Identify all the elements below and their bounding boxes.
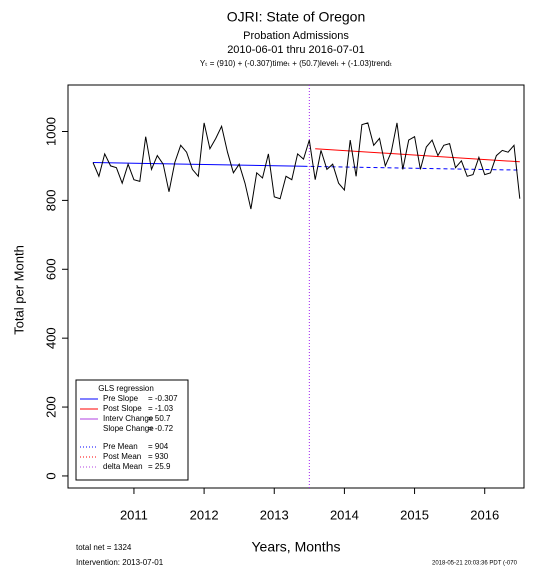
equation: Yₜ = (910) + (-0.307)timeₜ + (50.7)level…: [200, 59, 392, 68]
legend-label: Pre Slope: [103, 394, 139, 403]
y-tick-label: 1000: [43, 117, 58, 146]
date-range: 2010-06-01 thru 2016-07-01: [227, 44, 365, 56]
y-tick-label: 0: [43, 472, 58, 479]
fit-line: [303, 165, 520, 171]
data-line: [92, 122, 521, 210]
x-tick-label: 2011: [120, 507, 148, 522]
legend-label: Post Slope: [103, 404, 142, 413]
legend-label: Interv Change: [103, 414, 154, 423]
legend-value: = 25.9: [148, 462, 171, 471]
x-tick-label: 2013: [260, 507, 289, 522]
x-tick-label: 2015: [400, 507, 429, 522]
legend-value: = -0.72: [148, 424, 174, 433]
plot-frame: [67, 84, 525, 489]
y-tick-label: 600: [43, 258, 58, 280]
fit-line: [92, 162, 304, 167]
y-tick-label: 400: [43, 327, 58, 349]
y-tick-label: 200: [43, 396, 58, 418]
footer-note: Intervention: 2013-07-01: [76, 558, 164, 567]
chart-title: OJRI: State of Oregon: [227, 9, 366, 25]
y-tick-label: 800: [43, 190, 58, 212]
legend-value: = 930: [148, 452, 169, 461]
legend-value: = -1.03: [148, 404, 174, 413]
x-tick-label: 2012: [190, 507, 219, 522]
legend-label: Slope Change: [103, 424, 154, 433]
footer-note: total net = 1324: [76, 543, 132, 552]
legend-label: Post Mean: [103, 452, 141, 461]
x-axis-label: Years, Months: [252, 539, 341, 555]
legend-label: delta Mean: [103, 462, 143, 471]
x-tick-label: 2016: [470, 507, 499, 522]
legend-value: = 904: [148, 442, 169, 451]
legend-box: [75, 379, 189, 481]
chart-subtitle: Probation Admissions: [243, 30, 349, 42]
timestamp: 2018-05-21 20:03:36 PDT (-070: [432, 561, 518, 567]
legend-value: = 50.7: [148, 414, 171, 423]
legend-title: GLS regression: [98, 384, 154, 393]
y-axis-label: Total per Month: [11, 245, 26, 335]
legend-label: Pre Mean: [103, 442, 138, 451]
legend-value: = -0.307: [148, 394, 178, 403]
x-tick-label: 2014: [330, 507, 359, 522]
